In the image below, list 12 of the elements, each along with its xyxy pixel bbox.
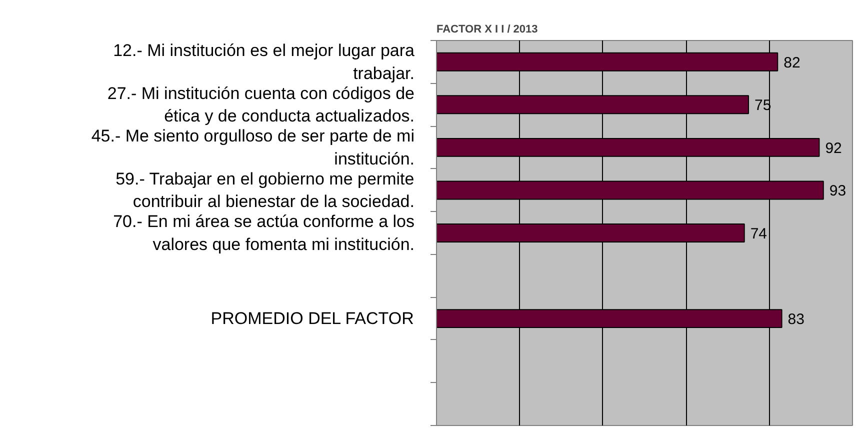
y-tick-label: 12.- Mi institución es el mejor lugar para trabajar. <box>113 40 416 83</box>
data-label: 83 <box>788 311 804 328</box>
data-label: 92 <box>825 140 842 157</box>
data-label: 74 <box>750 226 768 242</box>
chart-title: FACTOR X I I / 2013 <box>436 24 538 36</box>
y-tick-label: 27.- Mi institución cuenta con códigos de ética y de conducta actualizados. <box>107 84 415 126</box>
y-tick-label: 59.- Trabajar en el gobierno me permite contribuir al bienestar de la sociedad. <box>116 169 415 212</box>
y-tick-label: PROMEDIO DEL FACTOR <box>210 309 414 328</box>
data-label: 82 <box>784 54 800 72</box>
y-tick-label: 70.- En mi área se actúa conforme a los valores que fomenta mi institución. <box>113 212 415 254</box>
y-tick-label: 45.- Me siento orgulloso de ser parte de mi institución. <box>91 126 415 168</box>
data-label: 93 <box>829 182 846 200</box>
